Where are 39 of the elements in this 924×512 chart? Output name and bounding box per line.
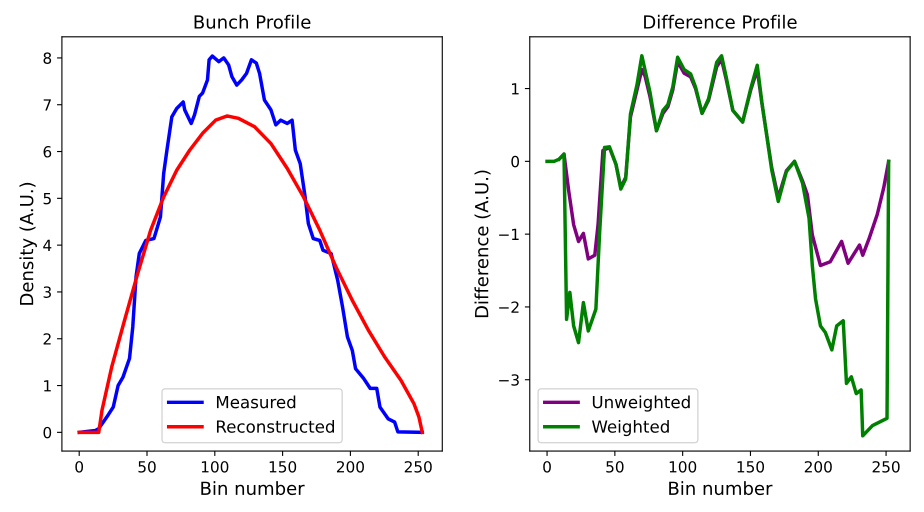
x-tick-label: 50 xyxy=(606,461,624,473)
x-tick-label: 150 xyxy=(270,461,296,473)
y-axis-title: Density (A.U.) xyxy=(19,182,37,305)
x-axis-title: Bin number xyxy=(201,481,305,496)
x-tick-label: 200 xyxy=(336,461,364,473)
line-series xyxy=(77,114,424,434)
y-tick-label: −2 xyxy=(499,301,519,313)
x-tick-label: 200 xyxy=(804,461,832,473)
y-tick-label: 4 xyxy=(43,240,52,251)
y-tick-label: 3 xyxy=(44,286,51,298)
legend-label: Unweighted xyxy=(592,395,690,412)
x-tick-label: 100 xyxy=(670,461,696,473)
y-tick-label: 2 xyxy=(44,333,51,345)
y-tick-label: 7 xyxy=(44,99,51,111)
y-tick-label: 5 xyxy=(44,193,51,204)
x-axis-title: Bin number xyxy=(669,481,772,496)
legend-label: Measured xyxy=(216,395,296,408)
y-tick-label: 6 xyxy=(44,146,52,158)
legend-label: Weighted xyxy=(592,420,669,436)
chart-title: Bunch Profile xyxy=(194,14,310,29)
legend-label: Reconstructed xyxy=(216,420,334,433)
x-tick-label: 100 xyxy=(202,461,228,473)
y-tick-label: 1 xyxy=(512,83,519,94)
y-tick-label: 0 xyxy=(511,156,520,168)
y-tick-label: 8 xyxy=(44,52,52,64)
x-tick-label: 250 xyxy=(404,461,432,473)
y-tick-label: 0 xyxy=(43,426,52,438)
line-series xyxy=(77,54,424,434)
y-tick-label: −3 xyxy=(499,374,519,386)
x-tick-label: 150 xyxy=(738,461,764,473)
y-tick-label: 1 xyxy=(44,380,51,392)
x-tick-label: 50 xyxy=(138,461,156,473)
x-tick-label: 0 xyxy=(543,461,551,473)
line-series xyxy=(545,54,890,438)
chart-title: Difference Profile xyxy=(644,14,797,29)
y-axis-title: Difference (A.U.) xyxy=(474,170,491,318)
x-tick-label: 0 xyxy=(75,461,84,473)
x-tick-label: 250 xyxy=(872,461,900,473)
y-tick-label: −1 xyxy=(499,228,519,240)
